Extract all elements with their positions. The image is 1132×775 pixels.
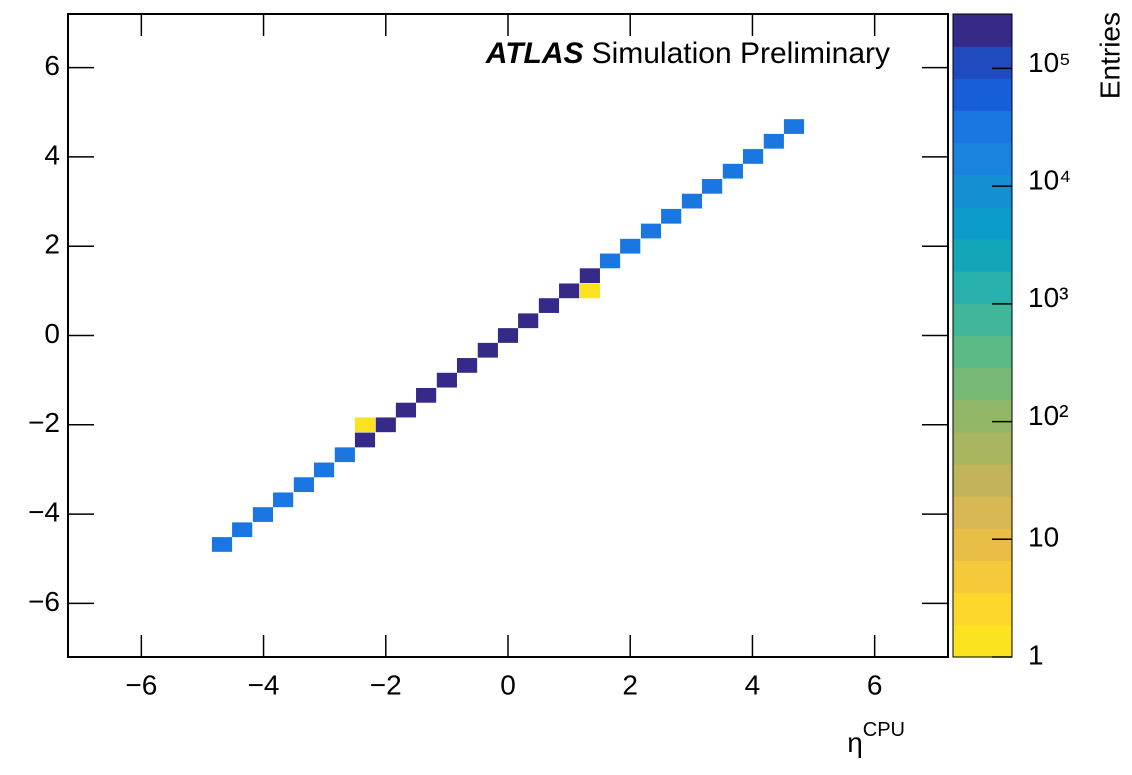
colorbar-tick-label: 10²	[1028, 400, 1068, 431]
colorbar-band	[953, 592, 1012, 626]
heatmap-cell	[375, 417, 396, 433]
heatmap-cell	[313, 462, 335, 478]
colorbar-band	[953, 624, 1012, 658]
heatmap-cell	[538, 298, 560, 313]
heatmap-cell	[620, 238, 641, 254]
heatmap-cell	[559, 283, 580, 299]
heatmap-cell	[702, 178, 723, 194]
colorbar-tick-label: 10⁵	[1028, 47, 1071, 78]
x-label-sup: CPU	[863, 719, 905, 741]
x-tick-label: 6	[867, 669, 883, 700]
colorbar-band	[953, 110, 1012, 144]
x-tick-label: 4	[745, 669, 761, 700]
heatmap-cell	[579, 283, 600, 299]
colorbar-tick-label: 10	[1028, 522, 1059, 553]
x-label: η	[847, 727, 863, 758]
heatmap-cell	[293, 477, 314, 493]
chart-subtitle: Simulation Preliminary	[592, 37, 890, 70]
colorbar-band	[953, 271, 1012, 304]
y-tick-label: −4	[28, 497, 60, 528]
colorbar-band	[953, 206, 1012, 240]
x-tick-label: −4	[248, 669, 280, 700]
colorbar-band	[953, 528, 1012, 562]
heatmap-cell	[354, 417, 376, 433]
x-tick-label: −2	[370, 669, 402, 700]
y-tick-label: 0	[44, 318, 60, 349]
colorbar-band	[953, 303, 1012, 336]
colorbar-label: Entries	[1094, 12, 1125, 99]
heatmap-cell	[783, 119, 805, 134]
heatmap-cell	[681, 193, 703, 209]
colorbar-band	[953, 14, 1012, 47]
colorbar-band	[953, 78, 1012, 111]
heatmap-cell	[518, 313, 539, 329]
heatmap-cell	[252, 507, 274, 522]
x-tick-label: −6	[125, 669, 157, 700]
heatmap-cell	[456, 358, 478, 373]
heatmap-cell	[354, 432, 376, 448]
y-tick-label: 4	[44, 139, 60, 170]
heatmap-cell	[579, 268, 600, 284]
colorbar-band	[953, 431, 1012, 465]
y-tick-label: −2	[28, 407, 60, 438]
heatmap-cell	[497, 328, 519, 343]
colorbar-frame	[952, 13, 1013, 658]
heatmap-cell	[742, 149, 764, 164]
x-axis-label: ηCPU	[847, 719, 905, 758]
colorbar-band	[953, 399, 1012, 433]
colorbar-band	[953, 142, 1012, 176]
heatmap-cell	[763, 133, 784, 149]
heatmap-cell	[661, 208, 682, 224]
colorbar-tick-label: 10⁴	[1028, 165, 1071, 196]
heatmap-cell	[599, 253, 621, 269]
colorbar-band	[953, 496, 1012, 529]
heatmap-cell	[273, 492, 294, 508]
colorbar-tick-label: 10³	[1028, 282, 1068, 313]
x-tick-label: 2	[622, 669, 638, 700]
colorbar-band	[953, 239, 1012, 272]
colorbar-band	[953, 560, 1012, 594]
heatmap-cell	[722, 163, 743, 179]
heatmap-cell	[334, 447, 355, 463]
colorbar-band	[953, 46, 1012, 79]
heatmap-cell	[211, 537, 233, 552]
heatmap-cell	[436, 372, 457, 388]
colorbar-band	[953, 464, 1012, 497]
y-tick-label: −6	[28, 586, 60, 617]
heatmap-cell	[395, 402, 417, 418]
heatmap-cell	[232, 522, 253, 538]
colorbar-tick-label: 1	[1028, 639, 1044, 670]
y-tick-label: 2	[44, 229, 60, 260]
y-tick-label: 6	[44, 50, 60, 81]
title-group: ATLAS Simulation Preliminary	[485, 37, 890, 70]
heatmap-cell	[416, 387, 437, 403]
heatmap-cell	[640, 223, 662, 239]
colorbar-band	[953, 335, 1012, 369]
colorbar-band	[953, 174, 1012, 208]
chart-title: ATLAS	[485, 37, 584, 70]
heatmap-cell	[477, 342, 498, 358]
colorbar-band	[953, 367, 1012, 401]
x-tick-label: 0	[500, 669, 516, 700]
